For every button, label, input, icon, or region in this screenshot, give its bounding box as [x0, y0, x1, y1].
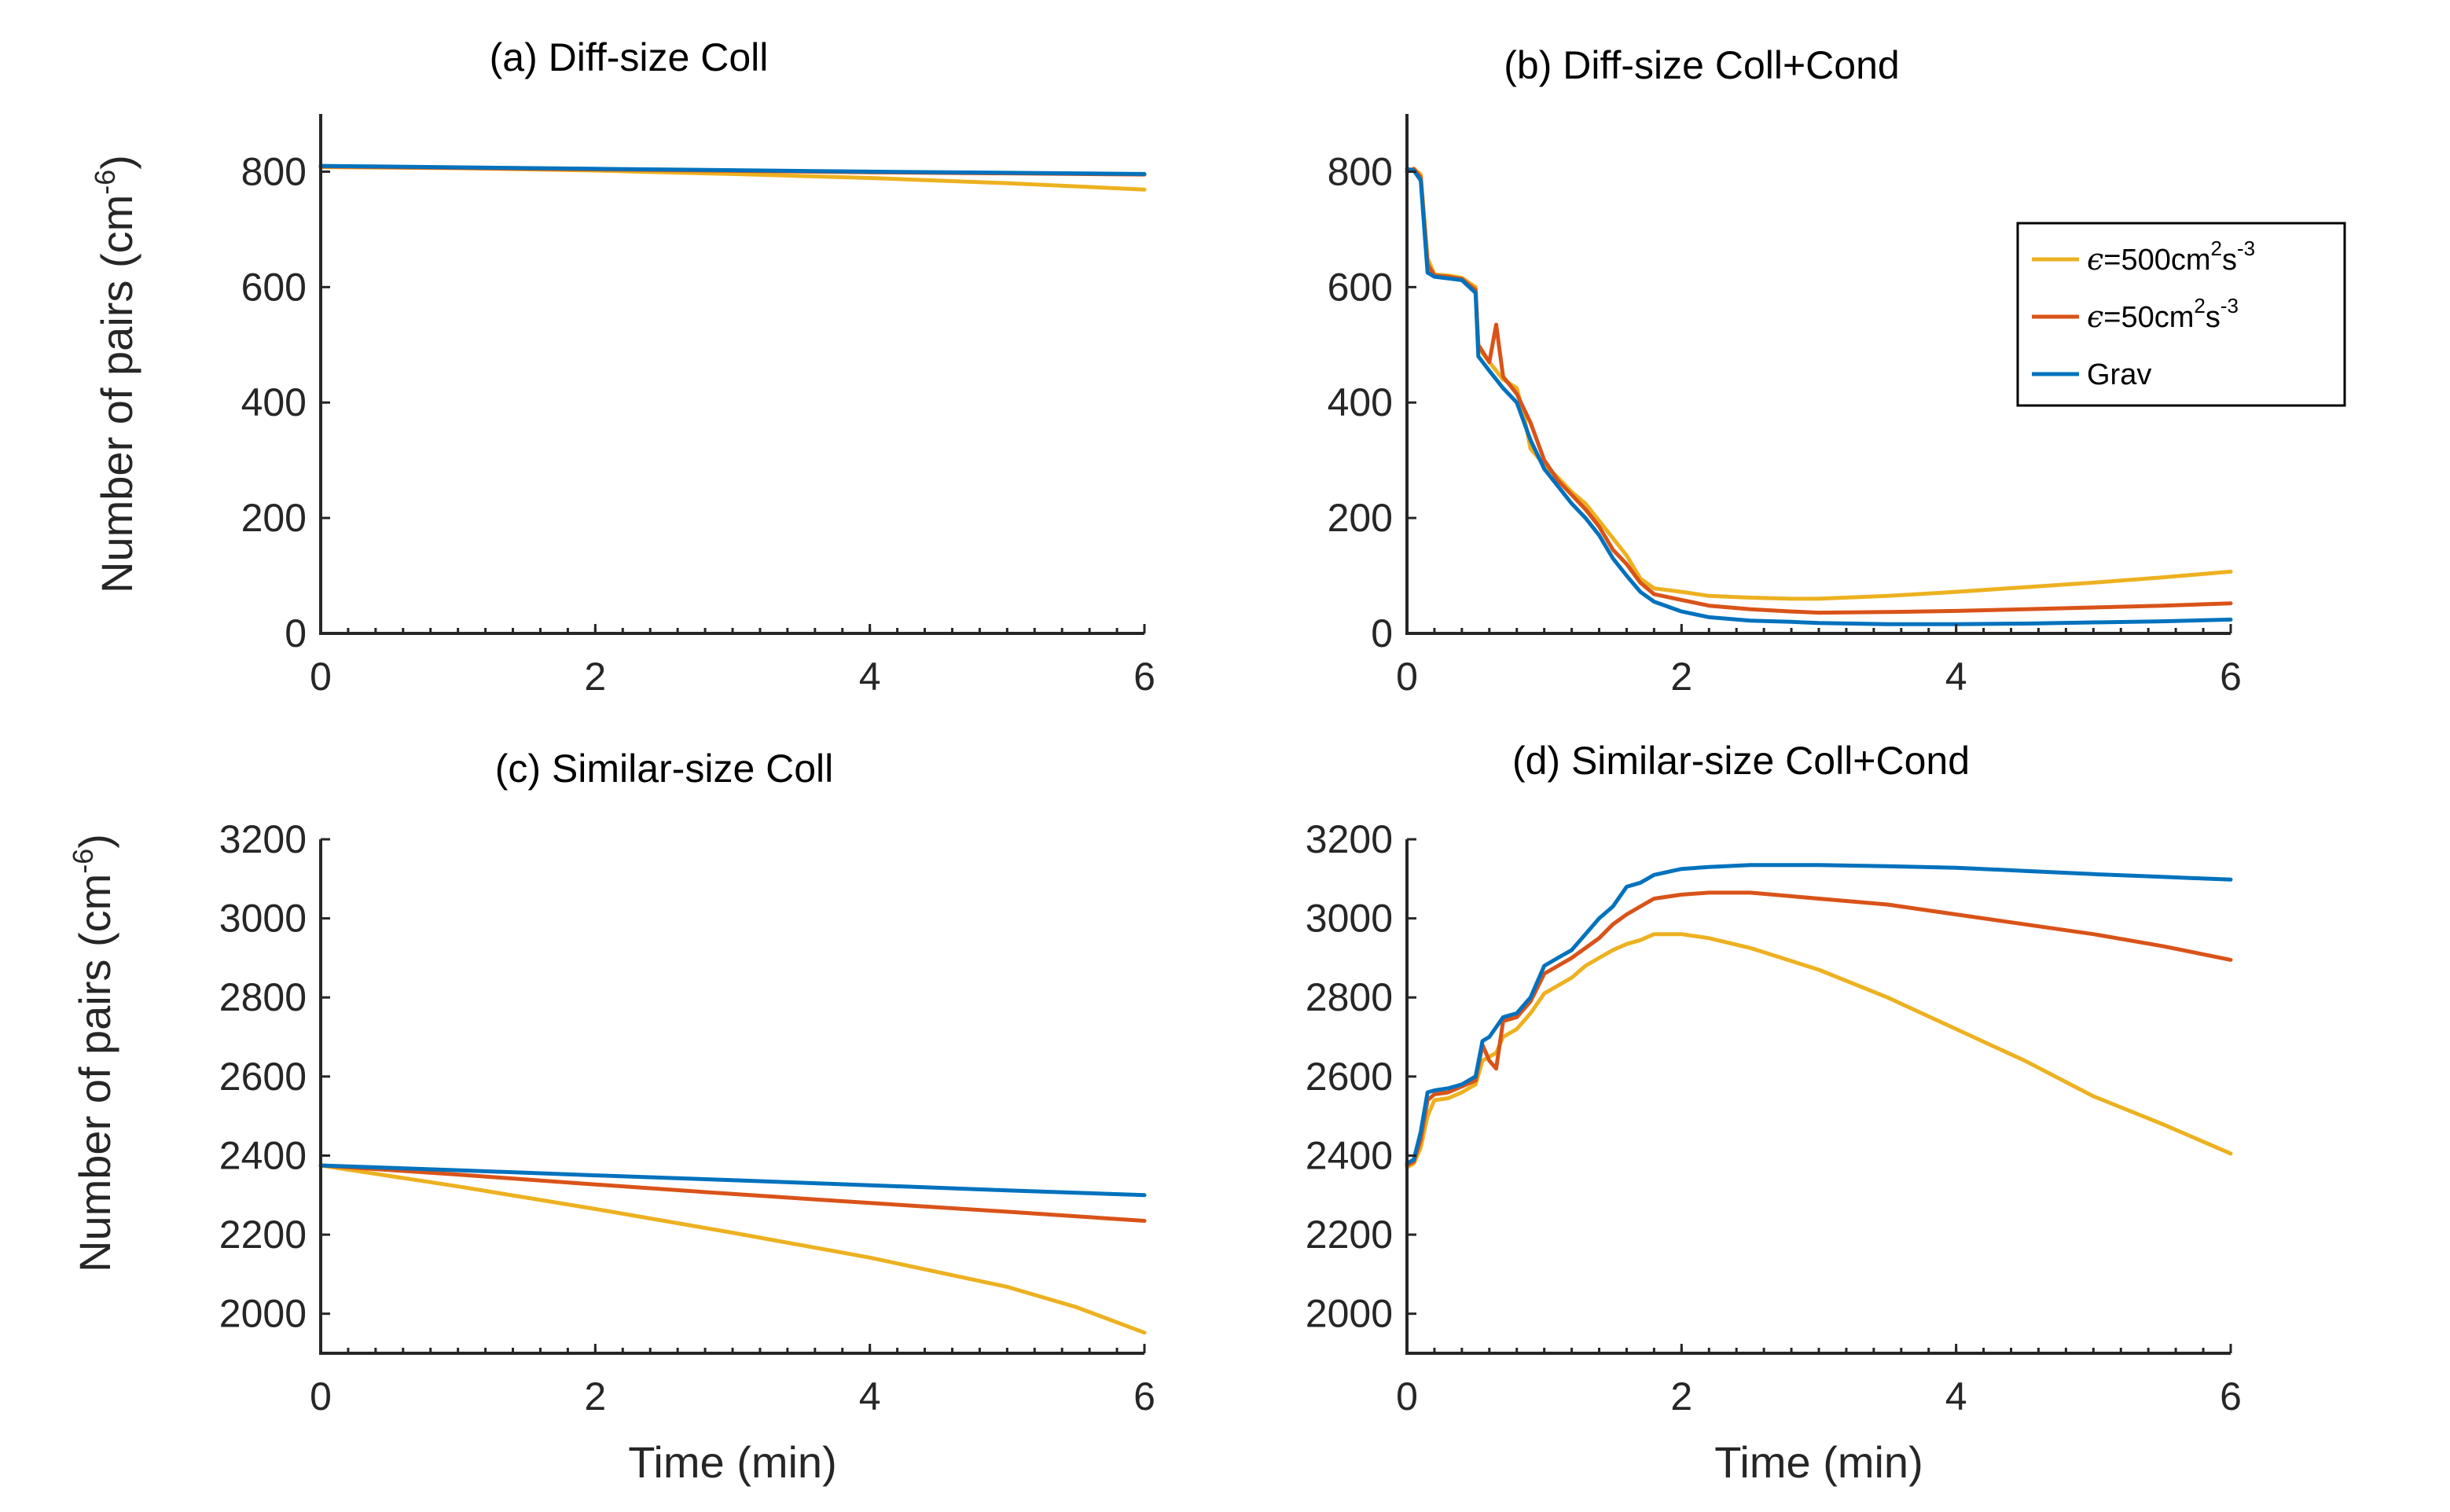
panel-3: (c) Similar-size Coll 2000 2200 2400 2600 280… [67, 747, 1155, 1487]
panel-title: (d) Similar-size Coll+Cond [1512, 739, 1970, 783]
x-tick-label: 2 [584, 655, 606, 699]
x-tick-label: 2 [1670, 1374, 1692, 1418]
y-tick-label: 2400 [219, 1133, 307, 1177]
x-axis-label: Time (min) [1714, 1437, 1923, 1487]
y-tick-label: 2200 [219, 1213, 307, 1257]
y-axis-label: Number of pairs (cm-6) [67, 834, 119, 1272]
y-tick-label: 200 [1328, 496, 1393, 540]
series-line-grav [1405, 863, 2233, 1165]
y-tick-label: 3000 [1306, 897, 1393, 941]
panel-title: (c) Similar-size Coll [495, 747, 834, 791]
y-tick-label: 2600 [219, 1055, 307, 1099]
x-axis-label: Time (min) [628, 1437, 836, 1487]
panel-2: (b) Diff-size Coll+Cond 0 200 400 600 800 0 2 4 6 [1328, 43, 2242, 699]
x-tick-label: 6 [2220, 1374, 2242, 1418]
series-group [318, 1163, 1147, 1335]
legend-label-main: =50cm [2103, 301, 2194, 334]
y-tick-label: 200 [241, 496, 307, 540]
x-tick-label: 0 [310, 1374, 332, 1418]
y-tick-label: 0 [1371, 611, 1393, 655]
y-tick-label: 0 [285, 611, 307, 655]
panel-4: (d) Similar-size Coll+Cond20002200240026… [1306, 739, 2242, 1487]
series-line-s500 [318, 1163, 1147, 1335]
y-tick-label: 3200 [219, 817, 307, 861]
y-tick-label: 2200 [1306, 1213, 1393, 1257]
legend-label-sup: 2 [2194, 294, 2205, 317]
x-tick-label: 4 [859, 1374, 881, 1418]
series-group [1405, 863, 2233, 1170]
x-tick-label: 0 [1396, 655, 1418, 699]
y-tick-label: 3200 [1306, 817, 1393, 861]
x-tick-label: 0 [310, 655, 332, 699]
y-axis-label: Number of pairs (cm-6) [89, 155, 141, 593]
y-tick-label: 2800 [1306, 975, 1393, 1019]
series-line-grav [318, 1163, 1147, 1198]
panel-1: (a) Diff-size Coll 0 200 400 600 800 0 2 4 6 Numbe… [89, 35, 1155, 699]
panel-title: (b) Diff-size Coll+Cond [1504, 43, 1899, 87]
legend-eps-symbol: ϵ [2087, 299, 2103, 334]
x-tick-label: 4 [1945, 655, 1967, 699]
legend: ϵ=500cm2s-3 ϵ=50cm2s-3 Grav [2016, 222, 2346, 407]
legend-label-sup: -3 [2220, 294, 2239, 317]
y-tick-label: 2800 [219, 975, 307, 1019]
y-tick-label: 2600 [1306, 1055, 1393, 1099]
x-tick-label: 6 [1133, 1374, 1155, 1418]
legend-label-s500: ϵ=500cm2s-3 [2087, 237, 2255, 277]
legend-label-sup: 2 [2211, 237, 2222, 260]
panel-title: (a) Diff-size Coll [490, 35, 769, 79]
series-line-grav [318, 163, 1147, 176]
series-line-s500 [1405, 932, 2233, 1170]
y-tick-label: 800 [1328, 149, 1393, 193]
x-tick-label: 4 [1945, 1374, 1967, 1418]
y-tick-label: 400 [1328, 380, 1393, 424]
x-tick-label: 2 [584, 1374, 606, 1418]
series-group [1405, 167, 2233, 626]
x-tick-label: 6 [2220, 655, 2242, 699]
x-tick-label: 0 [1396, 1374, 1418, 1418]
y-tick-label: 600 [241, 265, 307, 309]
legend-label-sup: -3 [2237, 237, 2255, 260]
series-line-s50 [318, 1163, 1147, 1223]
legend-eps-symbol: ϵ [2087, 242, 2103, 277]
y-tick-label: 400 [241, 380, 307, 424]
legend-label-grav: Grav [2087, 358, 2151, 391]
series-line-s50 [1405, 890, 2233, 1168]
y-tick-label: 800 [241, 149, 307, 193]
y-tick-label: 2000 [219, 1292, 307, 1336]
legend-label-mid: s [2206, 301, 2220, 334]
series-group [318, 163, 1147, 192]
y-tick-label: 600 [1328, 265, 1393, 309]
legend-label-mid: s [2222, 244, 2237, 277]
y-tick-label: 3000 [219, 897, 307, 941]
legend-label-s50: ϵ=50cm2s-3 [2087, 294, 2239, 334]
x-tick-label: 4 [859, 655, 881, 699]
series-line-grav [1405, 167, 2233, 626]
y-tick-label: 2000 [1306, 1292, 1393, 1336]
x-tick-label: 2 [1670, 655, 1692, 699]
legend-label-main: =500cm [2103, 244, 2210, 277]
x-tick-label: 6 [1133, 655, 1155, 699]
y-tick-label: 2400 [1306, 1133, 1393, 1177]
